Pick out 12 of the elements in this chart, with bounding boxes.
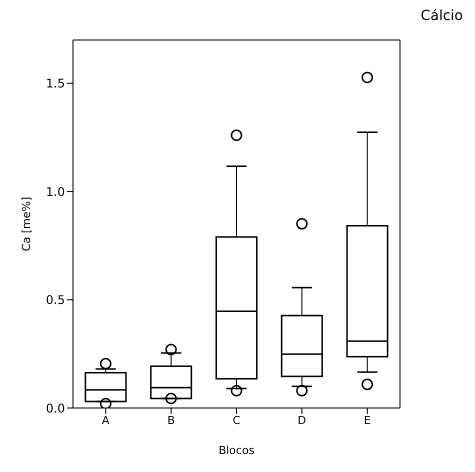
y-tick-label: 1.0 (46, 184, 65, 199)
x-axis-title: Blocos (218, 444, 255, 457)
x-tick-label: C (232, 414, 241, 427)
x-tick-label: B (167, 414, 175, 427)
x-tick-label: E (364, 414, 371, 427)
y-tick-label: 1.5 (46, 76, 65, 91)
x-tick-label: D (298, 414, 306, 427)
y-tick-label: 0.0 (46, 401, 65, 416)
y-tick-label: 0.5 (46, 293, 65, 308)
x-tick-label: A (102, 414, 110, 427)
y-axis-title: Ca [me%] (20, 196, 33, 252)
text: Cálcio (420, 8, 464, 26)
